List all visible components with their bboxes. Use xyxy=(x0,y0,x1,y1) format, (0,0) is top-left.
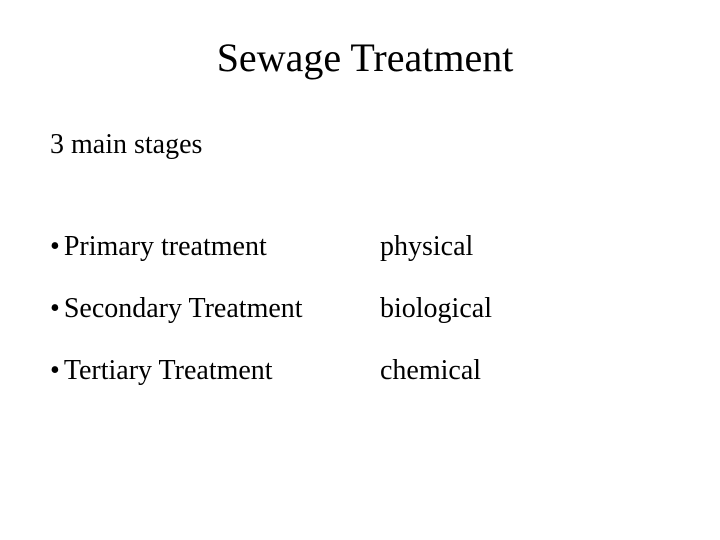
list-item: • Tertiary Treatment chemical xyxy=(50,355,680,387)
bullet-icon: • xyxy=(50,295,60,323)
list-item: • Secondary Treatment biological xyxy=(50,293,680,325)
item-label: Tertiary Treatment xyxy=(64,355,273,387)
item-label: Primary treatment xyxy=(64,231,267,263)
item-value: biological xyxy=(380,293,492,325)
item-label: Secondary Treatment xyxy=(64,293,303,325)
item-value: physical xyxy=(380,231,473,263)
slide-title: Sewage Treatment xyxy=(50,34,680,81)
bullet-icon: • xyxy=(50,357,60,385)
bullet-icon: • xyxy=(50,233,60,261)
item-value: chemical xyxy=(380,355,481,387)
list-item: • Primary treatment physical xyxy=(50,231,680,263)
slide: Sewage Treatment 3 main stages • Primary… xyxy=(0,0,720,540)
slide-subtitle: 3 main stages xyxy=(50,129,680,161)
